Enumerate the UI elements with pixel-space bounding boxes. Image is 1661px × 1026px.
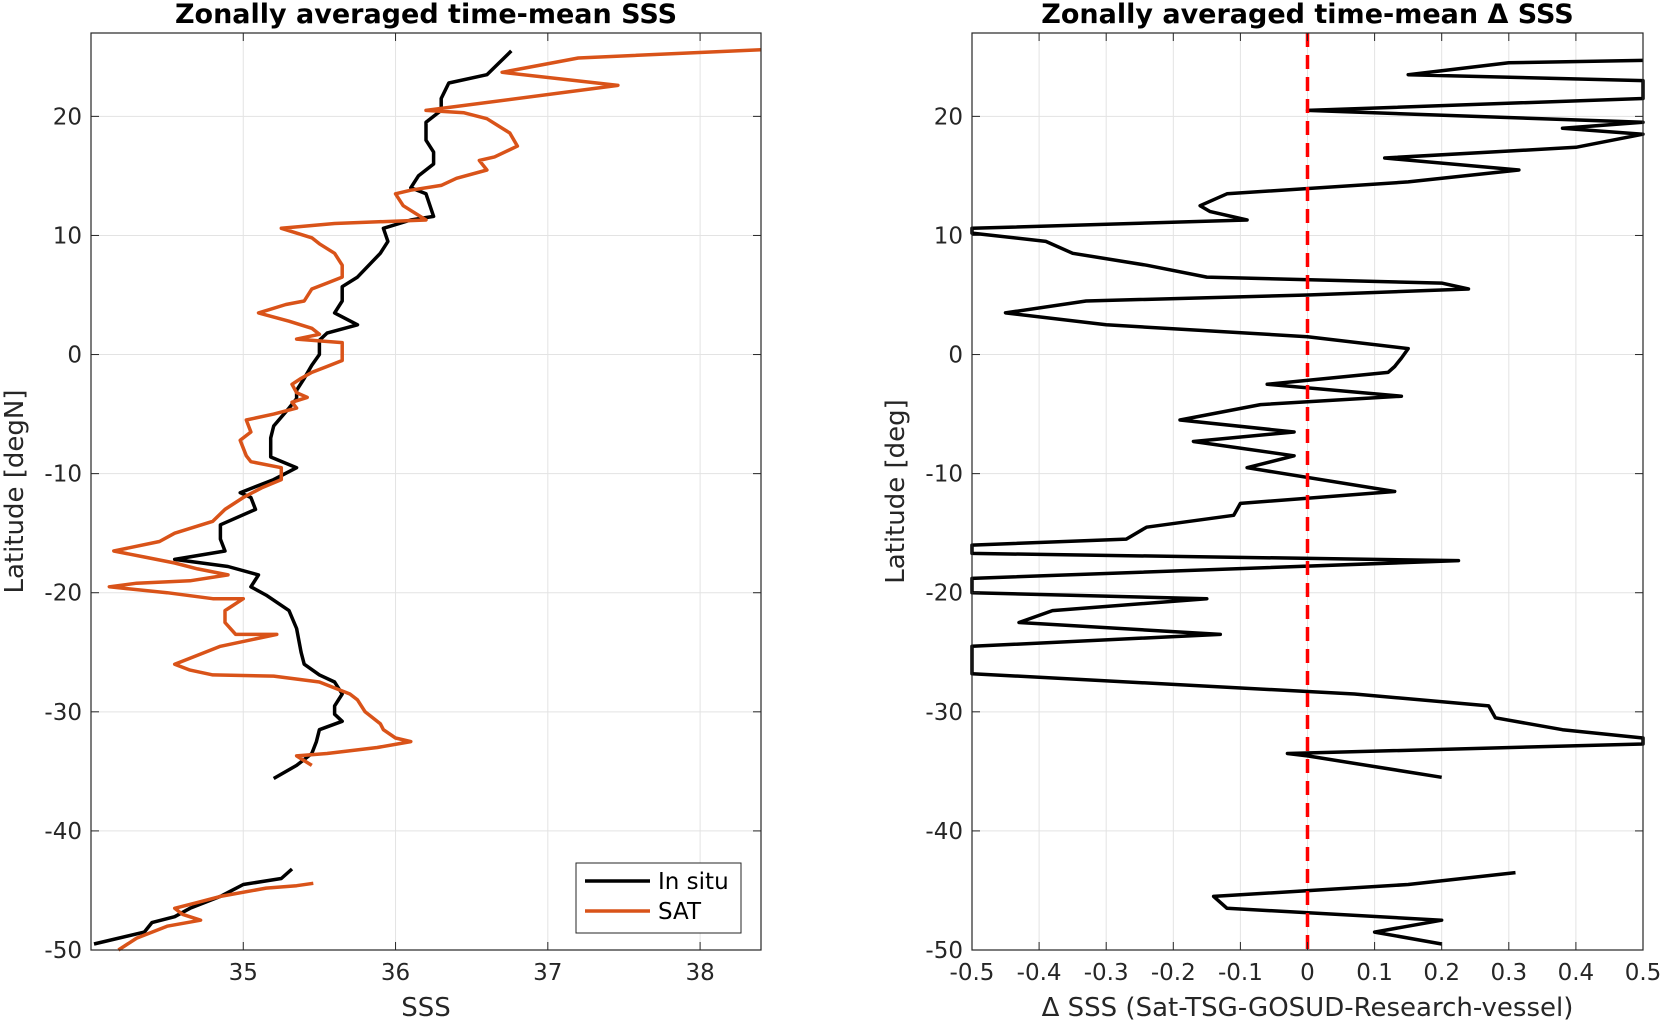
y-tick-label: -10 xyxy=(925,462,963,488)
y-tick-label: -40 xyxy=(44,819,82,845)
legend: In situ SAT xyxy=(575,862,742,934)
axes-frame xyxy=(90,32,762,951)
legend-label-in-situ: In situ xyxy=(658,869,729,895)
x-tick-label: -0.4 xyxy=(1017,960,1062,986)
x-tick-label: -0.3 xyxy=(1084,960,1129,986)
y-tick-label: 20 xyxy=(934,104,963,130)
y-axis-label: Latitude [deg] xyxy=(881,399,911,584)
x-tick-label: 0 xyxy=(1300,960,1315,986)
x-tick-label: 35 xyxy=(229,960,258,986)
legend-box xyxy=(575,862,742,934)
legend-label-sat: SAT xyxy=(658,899,702,925)
x-tick-label: 0.4 xyxy=(1558,960,1595,986)
series-line-delta-sss-0 xyxy=(970,58,1645,780)
y-tick-label: 0 xyxy=(948,343,963,369)
y-tick-label: 0 xyxy=(67,343,82,369)
x-tick-label: -0.5 xyxy=(950,960,995,986)
series-line-in-situ-1 xyxy=(93,867,294,946)
delta-sss-axes: -0.5 -0.4 -0.3 -0.2 -0.1 0 0.1 0.2 0.3 0.4 0.5 20 10… xyxy=(881,0,1661,1023)
x-tick-label: -0.1 xyxy=(1218,960,1263,986)
x-tick-label: 0.5 xyxy=(1625,960,1661,986)
x-tick-label: 37 xyxy=(533,960,562,986)
y-tick-label: -10 xyxy=(44,462,82,488)
sss-axes: 35 36 37 38 20 10 0 -10 -20 -30 -40 -50 Zonally aver… xyxy=(0,0,762,1023)
y-tick-label: 20 xyxy=(53,104,82,130)
y-tick-label: -30 xyxy=(925,700,963,726)
y-tick-label: 10 xyxy=(53,223,82,249)
y-tick-label: -50 xyxy=(925,938,963,964)
y-tick-label: -40 xyxy=(925,819,963,845)
x-tick-label: 38 xyxy=(685,960,714,986)
x-tick-label: 36 xyxy=(381,960,410,986)
series-line-sat-0 xyxy=(107,47,762,767)
y-tick-label: 10 xyxy=(934,223,963,249)
x-tick-label: 0.1 xyxy=(1356,960,1393,986)
y-tick-label: -50 xyxy=(44,938,82,964)
x-tick-label: 0.3 xyxy=(1491,960,1528,986)
series-line-sat-1 xyxy=(117,881,314,952)
series-line-delta-sss-1 xyxy=(1211,870,1516,946)
chart-title: Zonally averaged time-mean Δ SSS xyxy=(1041,0,1573,30)
x-axis-label: Δ SSS (Sat-TSG-GOSUD-Research-vessel) xyxy=(1042,993,1574,1023)
x-tick-label: 0.2 xyxy=(1423,960,1460,986)
y-tick-label: -20 xyxy=(44,581,82,607)
x-axis-label: SSS xyxy=(401,993,451,1023)
y-tick-label: -30 xyxy=(44,700,82,726)
chart-title: Zonally averaged time-mean SSS xyxy=(175,0,677,30)
y-axis-label: Latitude [degN] xyxy=(0,389,30,593)
series-line-in-situ-0 xyxy=(172,49,513,781)
x-tick-label: -0.2 xyxy=(1151,960,1196,986)
y-tick-label: -20 xyxy=(925,581,963,607)
